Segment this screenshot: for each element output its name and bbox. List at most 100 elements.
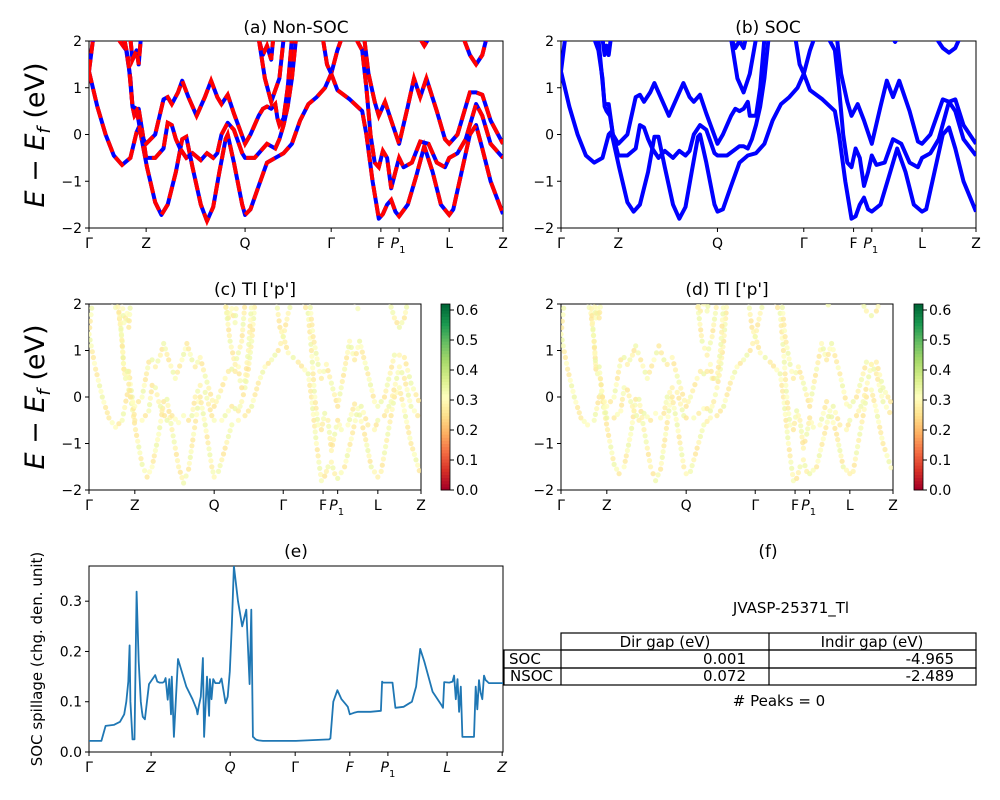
projection-point (784, 394, 790, 400)
projection-point (416, 468, 421, 474)
projection-point (581, 418, 587, 424)
colorbar-segment (441, 325, 450, 330)
projection-point (720, 305, 726, 311)
projection-point (611, 415, 617, 421)
projection-point (702, 345, 708, 351)
projection-point (363, 365, 370, 371)
projection-point (179, 475, 185, 481)
colorbar-segment (914, 462, 923, 466)
projection-point (667, 389, 673, 395)
projection-point (669, 385, 675, 391)
projection-point (389, 364, 395, 370)
projection-points (561, 304, 893, 484)
projection-point (190, 437, 196, 443)
projection-point (565, 366, 571, 372)
projection-point (204, 379, 210, 385)
projection-point (609, 450, 615, 456)
projection-point (596, 315, 602, 321)
projection-point (835, 416, 841, 422)
projection-point (614, 466, 620, 472)
projection-point (671, 361, 677, 367)
projection-point (845, 422, 851, 428)
projection-point (619, 402, 625, 408)
y-tick-label: 0 (73, 390, 82, 406)
projection-point (309, 328, 316, 334)
x-tick-label: Q (225, 760, 236, 776)
projection-point (172, 445, 178, 451)
projection-point (590, 332, 597, 338)
projection-point (406, 430, 412, 436)
projection-point (653, 350, 660, 356)
colorbar-segment (441, 462, 450, 466)
projection-point (119, 337, 125, 343)
projection-point (309, 322, 315, 328)
projection-point (637, 402, 643, 408)
projection-point (677, 440, 683, 446)
projection-point (166, 357, 172, 363)
projection-point (573, 399, 579, 405)
projection-point (99, 394, 105, 400)
projection-point (747, 347, 753, 354)
colorbar-segment (914, 443, 923, 448)
projection-point (623, 453, 629, 459)
projection-point (119, 343, 125, 349)
projection-point (715, 370, 721, 376)
band-nonsoc-line (122, 41, 294, 149)
projection-point (285, 310, 291, 316)
projection-point (814, 366, 820, 372)
projection-point (642, 433, 648, 439)
projection-point (199, 361, 205, 367)
projection-point (662, 437, 668, 443)
projection-point (561, 337, 565, 343)
projection-point (660, 449, 666, 455)
projection-point (790, 427, 797, 433)
projection-point (369, 387, 375, 394)
projection-point (232, 361, 238, 367)
projection-point (856, 408, 862, 414)
projection-point (882, 389, 889, 395)
projection-point (691, 457, 697, 463)
projection-point (797, 417, 803, 423)
projection-point (799, 434, 805, 440)
projection-point (863, 386, 869, 392)
projection-point (154, 392, 160, 398)
projection-point (690, 388, 696, 394)
projection-point (147, 469, 153, 475)
projection-point (807, 415, 813, 421)
projection-point (864, 380, 870, 386)
projection-point (720, 311, 726, 317)
colorbar-segment (914, 362, 923, 367)
projection-point (644, 445, 650, 451)
y-tick-label: 0.2 (60, 644, 82, 660)
colorbar-segment (441, 483, 450, 488)
colorbar-segment (441, 378, 450, 382)
projection-point (247, 323, 253, 329)
projection-point (343, 458, 349, 464)
projection-point (873, 408, 880, 414)
projection-point (780, 347, 787, 354)
projection-point (696, 410, 702, 416)
projection-point (347, 338, 353, 344)
colorbar-segment (914, 331, 923, 336)
projection-point (158, 418, 164, 424)
projection-point (366, 376, 372, 382)
projection-point (191, 431, 197, 437)
projection-point (717, 347, 724, 354)
projection-point (342, 464, 348, 470)
projection-point (631, 347, 637, 354)
projection-point (367, 458, 373, 464)
projection-point (589, 313, 595, 319)
y-tick-label: 0.3 (60, 594, 82, 610)
projection-point (358, 418, 364, 424)
projection-point (704, 368, 710, 374)
projection-point (365, 371, 371, 377)
projection-point (683, 471, 689, 477)
projection-point (664, 361, 670, 367)
projection-point (591, 345, 598, 351)
projection-point (818, 447, 824, 453)
projection-point (141, 382, 147, 388)
projection-point (327, 374, 333, 380)
colorbar-segment (441, 477, 450, 482)
colorbar-segment (914, 415, 923, 420)
projection-point (780, 316, 787, 322)
